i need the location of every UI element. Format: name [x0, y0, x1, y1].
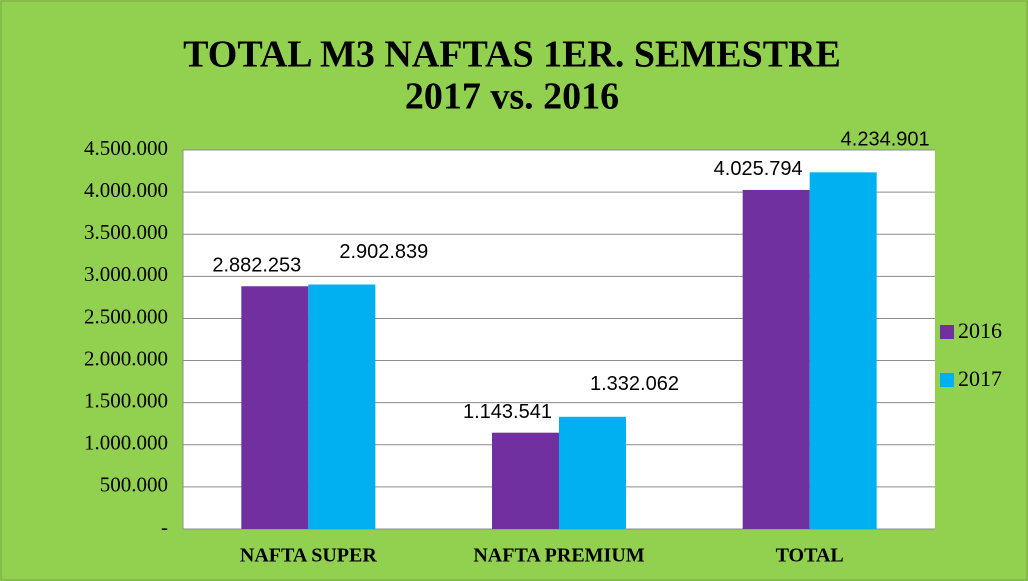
bar — [241, 286, 309, 529]
legend-swatch — [940, 373, 954, 387]
bar — [742, 189, 810, 529]
y-tick-label: 4.500.000 — [84, 136, 168, 160]
y-tick-label: 3.000.000 — [84, 262, 168, 286]
bar — [492, 432, 559, 529]
chart-title: TOTAL M3 NAFTAS 1ER. SEMESTRE — [183, 34, 841, 76]
legend-swatch — [940, 325, 954, 339]
x-tick-label: NAFTA PREMIUM — [473, 545, 644, 567]
y-tick-label: 1.000.000 — [84, 431, 168, 455]
data-label: 4.025.794 — [714, 158, 803, 180]
y-tick-label: - — [161, 515, 168, 539]
bar — [308, 284, 376, 529]
y-tick-label: 1.500.000 — [84, 388, 168, 412]
legend-label: 2017 — [958, 366, 1002, 391]
data-label: 1.332.062 — [590, 373, 679, 395]
y-tick-label: 3.500.000 — [84, 220, 168, 244]
y-tick-label: 4.000.000 — [84, 178, 168, 202]
x-tick-label: TOTAL — [776, 545, 844, 567]
y-tick-label: 500.000 — [100, 473, 168, 497]
data-label: 4.234.901 — [841, 129, 930, 151]
chart-subtitle: 2017 vs. 2016 — [405, 76, 619, 118]
y-tick-label: 2.500.000 — [84, 304, 168, 328]
y-tick-label: 2.000.000 — [84, 346, 168, 370]
data-label: 2.882.253 — [212, 255, 301, 277]
x-tick-label: NAFTA SUPER — [240, 545, 377, 567]
bar — [559, 416, 626, 529]
data-label: 1.143.541 — [463, 401, 552, 423]
bar — [809, 172, 877, 530]
legend-label: 2016 — [958, 318, 1002, 343]
data-label: 2.902.839 — [339, 241, 428, 263]
